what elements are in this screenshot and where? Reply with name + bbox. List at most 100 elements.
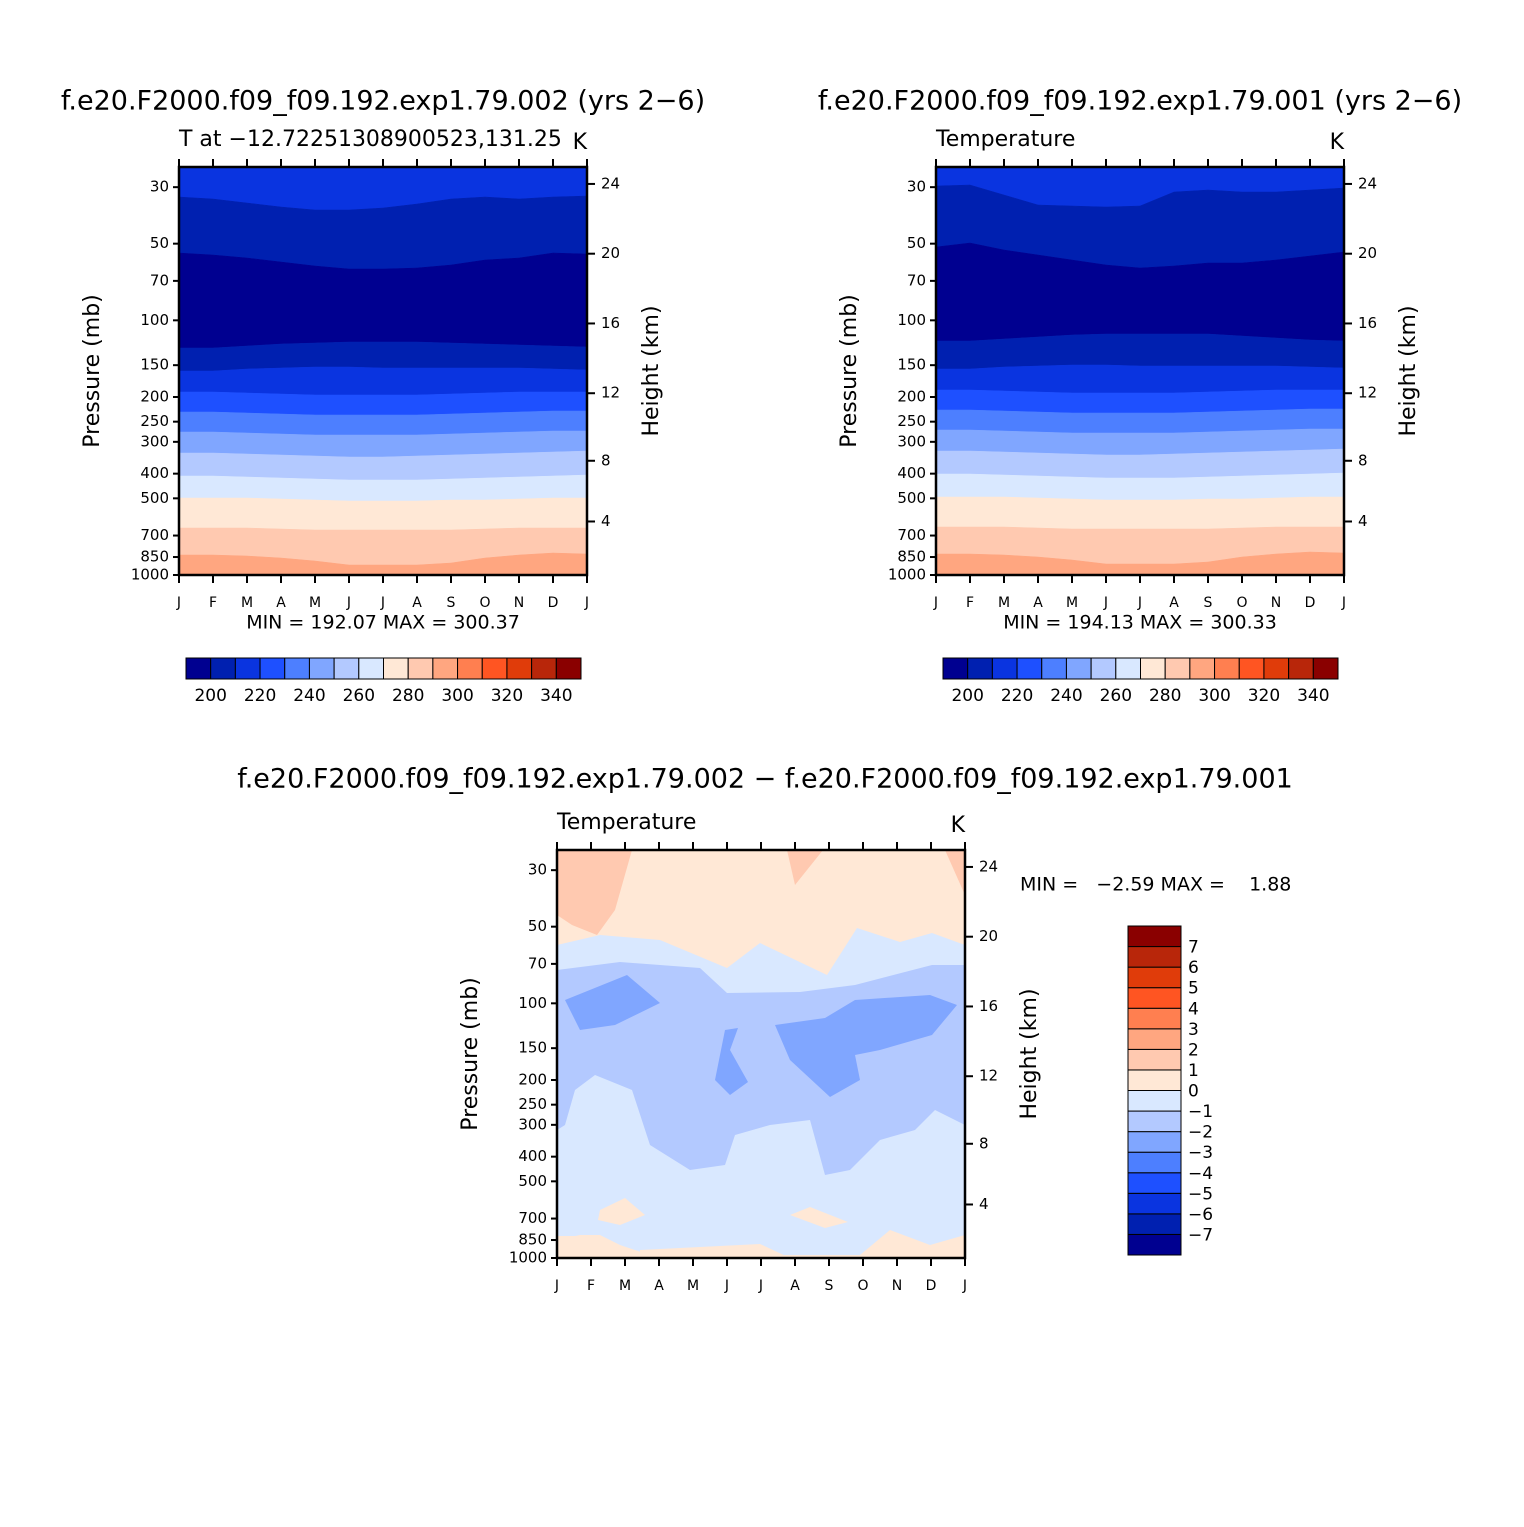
colorbar-box — [942, 657, 969, 680]
y2-tick-label: 16 — [1358, 314, 1377, 332]
y-tick-label: 300 — [140, 432, 169, 450]
x-tick-label: J — [962, 1278, 967, 1294]
contour-band — [790, 1207, 848, 1228]
x-tick-label: J — [1103, 595, 1108, 611]
x-tick-label: O — [479, 595, 490, 611]
colorbar-label: 2 — [1188, 1040, 1199, 1060]
y2-axis-label: Height (km) — [639, 305, 664, 436]
x-tick-label: N — [514, 595, 524, 611]
colorbar-box — [1127, 1172, 1182, 1194]
colorbar-box — [1016, 657, 1043, 680]
colorbar-label: −1 — [1188, 1102, 1213, 1122]
contour-band — [179, 497, 587, 531]
colorbar-box — [1127, 946, 1182, 968]
colorbar-box — [1127, 925, 1182, 948]
contour-band — [945, 850, 965, 895]
contour-band — [557, 1236, 612, 1258]
x-tick-label: J — [584, 595, 589, 611]
contour-band — [936, 496, 1344, 530]
colorbar-label: 320 — [491, 686, 523, 706]
contour-fill — [557, 850, 965, 1258]
colorbar-box — [1312, 657, 1339, 680]
colorbar-box — [1214, 657, 1240, 680]
colorbar-box — [481, 657, 508, 680]
x-tick-label: J — [346, 595, 351, 611]
x-tick-label: J — [554, 1278, 559, 1294]
y-tick-label: 500 — [518, 1172, 547, 1190]
colorbar-box — [1065, 657, 1092, 680]
y-tick-label: 150 — [897, 356, 926, 374]
colorbar-label: 300 — [441, 686, 473, 706]
y2-tick-label: 16 — [979, 997, 998, 1015]
y-tick-label: 70 — [907, 271, 926, 289]
colorbar-box — [555, 657, 582, 680]
colorbar-box — [432, 657, 459, 680]
colorbar-box — [210, 657, 236, 680]
y-tick-label: 1000 — [888, 566, 926, 584]
x-tick-label: M — [687, 1278, 699, 1294]
colorbar-box — [1127, 1110, 1182, 1133]
y2-axis-label: Height (km) — [1396, 305, 1421, 436]
colorbar-label: 320 — [1248, 686, 1280, 706]
y-tick-label: 250 — [140, 412, 169, 430]
y2-tick-label: 12 — [979, 1067, 998, 1085]
y-tick-label: 850 — [897, 548, 926, 566]
colorbar-box — [1164, 657, 1191, 680]
y-tick-label: 250 — [518, 1095, 547, 1113]
x-tick-label: M — [309, 595, 321, 611]
y-tick-label: 50 — [907, 234, 926, 252]
y-tick-label: 850 — [140, 548, 169, 566]
y2-tick-label: 12 — [1358, 384, 1377, 402]
colorbar-box — [1127, 1048, 1182, 1071]
contour-fill — [179, 167, 587, 575]
colorbar-box — [1127, 1028, 1182, 1050]
colorbar-label: 220 — [1001, 686, 1033, 706]
colorbar-label: 280 — [1149, 686, 1181, 706]
x-tick-label: J — [1341, 595, 1346, 611]
y-tick-label: 400 — [518, 1147, 547, 1165]
right-string: K — [573, 130, 588, 155]
colorbar-box — [333, 657, 360, 680]
y-tick-label: 50 — [528, 917, 547, 935]
x-tick-label: J — [724, 1278, 729, 1294]
contour-band — [936, 333, 1344, 370]
y2-tick-label: 16 — [601, 314, 620, 332]
colorbar-box — [358, 657, 384, 680]
colorbar-label: 220 — [244, 686, 276, 706]
y-tick-label: 400 — [140, 464, 169, 482]
y-tick-label: 100 — [140, 311, 169, 329]
y-tick-label: 70 — [528, 954, 547, 972]
y-tick-label: 850 — [518, 1231, 547, 1249]
colorbar-label: 280 — [392, 686, 424, 706]
x-tick-label: A — [1169, 595, 1179, 611]
colorbar-label: 7 — [1188, 938, 1199, 958]
x-tick-label: A — [276, 595, 286, 611]
colorbar-label: −7 — [1188, 1225, 1213, 1245]
colorbar-box — [967, 657, 993, 680]
x-tick-label: M — [998, 595, 1010, 611]
colorbar-label: 300 — [1198, 686, 1230, 706]
colorbar-box — [531, 657, 557, 680]
contour-band — [557, 850, 632, 935]
y-tick-label: 400 — [897, 464, 926, 482]
y-tick-label: 30 — [528, 861, 547, 879]
colorbar-label: 1 — [1188, 1061, 1199, 1081]
left-string: Temperature — [935, 127, 1075, 152]
colorbar-label: 260 — [343, 686, 375, 706]
colorbar-label: −4 — [1188, 1164, 1213, 1184]
x-tick-label: O — [1236, 595, 1247, 611]
x-tick-label: D — [548, 595, 559, 611]
colorbar-box — [1127, 987, 1182, 1009]
y-tick-label: 200 — [140, 387, 169, 405]
x-tick-label: N — [892, 1278, 902, 1294]
colorbar-box — [1115, 657, 1141, 680]
colorbar-box — [259, 657, 286, 680]
y2-tick-label: 24 — [979, 857, 998, 875]
y-tick-label: 30 — [150, 178, 169, 196]
colorbar-box — [1288, 657, 1314, 680]
x-tick-label: S — [1204, 595, 1213, 611]
colorbar-box — [1127, 1007, 1182, 1030]
colorbar-box — [506, 657, 533, 680]
y-tick-label: 300 — [897, 432, 926, 450]
x-tick-label: S — [825, 1278, 834, 1294]
